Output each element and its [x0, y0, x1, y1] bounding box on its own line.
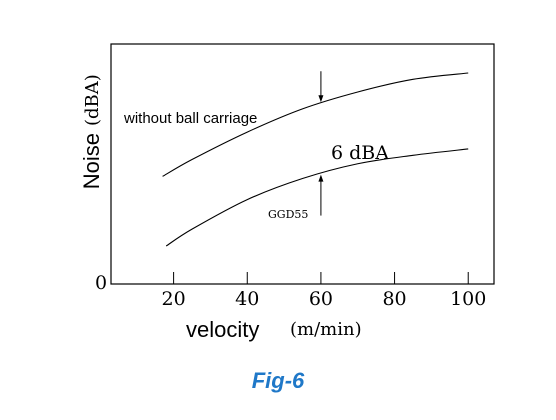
x-tick-label-60: 60 [309, 288, 333, 310]
series-lines [162, 72, 469, 247]
arrow-up-head [318, 174, 324, 182]
x-tick-label-40: 40 [235, 288, 259, 310]
x-tick-label-80: 80 [382, 288, 406, 310]
arrow-down-head [318, 95, 324, 103]
y-axis-label: Noise [79, 133, 104, 189]
x-tick-label-100: 100 [450, 288, 486, 310]
figure-caption: Fig-6 [251, 368, 305, 393]
x-tick-label-20: 20 [162, 288, 186, 310]
series-line-without-ball-carriage [162, 72, 469, 177]
y-axis-unit: (dBA) [82, 74, 103, 126]
y-tick-label-0: 0 [95, 272, 107, 294]
series-label-without-ball-carriage: without ball carriage [123, 110, 257, 127]
plot-frame [110, 43, 495, 285]
series-label-ggd55: GGD55 [268, 208, 308, 221]
y-axis-ticks: 0 [95, 272, 107, 294]
annotation-6dba: 6 dBA [331, 142, 389, 164]
annotation-arrows [318, 71, 324, 216]
series-line-ggd55 [165, 148, 469, 247]
x-axis-label: velocity [186, 317, 259, 342]
x-axis-unit: (m/min) [290, 319, 362, 340]
x-axis-ticks: 20 40 60 80 100 [162, 272, 486, 310]
